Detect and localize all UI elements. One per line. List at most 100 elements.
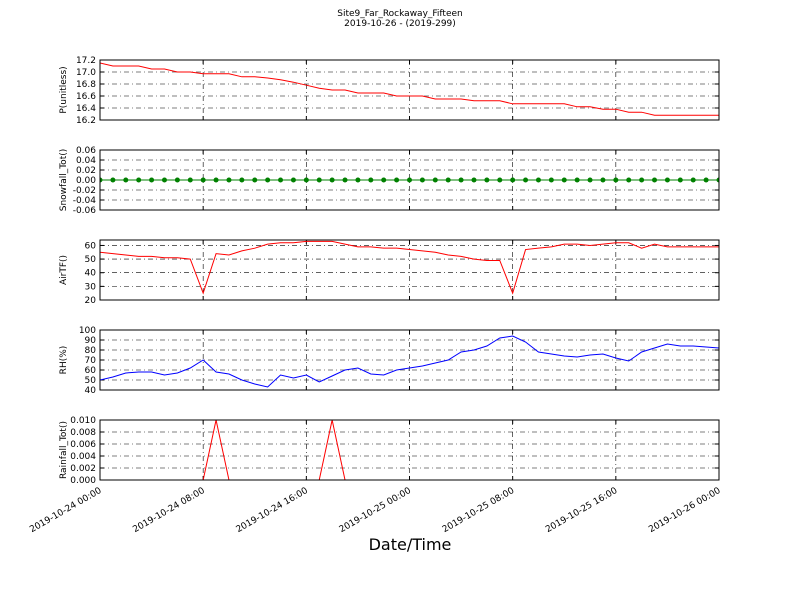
y-tick-label: 17.0 (76, 68, 96, 78)
y-tick-label: 90 (85, 336, 97, 346)
x-tick-label: 2019-10-25 16:00 (544, 486, 619, 535)
y-tick-label: 0.004 (70, 452, 96, 462)
y-tick-label: -0.06 (73, 206, 97, 216)
y-tick-label: 0.000 (70, 476, 96, 486)
y-tick-label: 0.04 (76, 156, 96, 166)
y-axis-label: RH(%) (59, 346, 69, 375)
data-point (652, 177, 658, 183)
y-tick-label: -0.02 (73, 186, 96, 196)
y-tick-label: 80 (85, 346, 97, 356)
data-point (278, 177, 284, 183)
y-tick-label: -0.04 (73, 196, 97, 206)
data-point (394, 177, 400, 183)
y-tick-label: 30 (85, 282, 97, 292)
data-point (355, 177, 361, 183)
data-line (100, 62, 719, 116)
y-tick-label: 0.00 (76, 176, 96, 186)
data-point (419, 177, 425, 183)
data-point (290, 177, 296, 183)
y-tick-label: 100 (79, 326, 96, 336)
y-tick-label: 0.002 (70, 464, 96, 474)
y-tick-label: 40 (85, 386, 97, 396)
y-tick-label: 17.2 (76, 56, 96, 66)
plot-frame (99, 419, 720, 481)
data-point (136, 177, 142, 183)
plot-frame (99, 149, 720, 211)
y-tick-label: 70 (85, 356, 97, 366)
y-tick-label: 16.8 (76, 80, 96, 90)
y-tick-label: 16.6 (76, 92, 96, 102)
plot-frame (99, 329, 720, 391)
data-point (664, 177, 670, 183)
y-tick-label: 20 (85, 296, 97, 306)
x-tick-label: 2019-10-25 00:00 (338, 486, 413, 535)
plot-frame (99, 59, 720, 121)
y-tick-label: 0.02 (76, 166, 96, 176)
data-point (523, 177, 529, 183)
y-tick-label: 60 (85, 241, 97, 251)
data-point (239, 177, 245, 183)
data-point (407, 177, 412, 183)
data-point (110, 177, 116, 183)
data-point (329, 177, 335, 183)
data-point (510, 177, 516, 183)
data-point (471, 177, 477, 183)
data-point (716, 177, 719, 183)
data-point (497, 177, 503, 183)
data-point (265, 177, 271, 183)
data-point (690, 177, 696, 183)
data-point (161, 177, 167, 183)
data-point (535, 177, 541, 183)
data-point (432, 177, 438, 183)
x-axis-label: Date/Time (369, 535, 452, 554)
data-line (100, 335, 719, 388)
data-point (187, 177, 193, 183)
y-axis-label: Snowfall_Tot() (59, 149, 69, 212)
x-tick-label: 2019-10-24 16:00 (235, 486, 310, 535)
data-point (561, 177, 567, 183)
x-tick-label: 2019-10-24 08:00 (131, 486, 206, 535)
y-axis-label: P(unitless) (59, 66, 69, 113)
data-point (100, 177, 103, 183)
data-point (458, 177, 464, 183)
data-point (213, 177, 219, 183)
data-point (445, 177, 451, 183)
data-point (149, 177, 155, 183)
data-point (200, 177, 206, 183)
y-tick-label: 0.010 (70, 416, 96, 426)
y-axis-label: AirTF() (59, 255, 69, 285)
data-point (174, 177, 180, 183)
data-point (381, 177, 387, 183)
data-point (342, 177, 348, 183)
data-point (548, 177, 554, 183)
data-point (613, 177, 619, 183)
plot-frame (99, 239, 720, 301)
data-point (626, 177, 632, 183)
data-point (368, 177, 374, 183)
y-tick-label: 0.008 (70, 428, 96, 438)
data-point (123, 177, 129, 183)
data-point (303, 177, 309, 183)
data-point (639, 177, 645, 183)
data-point (703, 177, 709, 183)
x-tick-label: 2019-10-26 00:00 (647, 486, 722, 535)
chart-subtitle: 2019-10-26 - (2019-299) (344, 19, 456, 29)
chart-title: Site9_Far_Rockaway_Fifteen (337, 9, 463, 19)
y-tick-label: 60 (85, 366, 97, 376)
y-tick-label: 50 (85, 255, 97, 265)
x-tick-label: 2019-10-24 00:00 (28, 486, 103, 535)
data-point (587, 177, 593, 183)
data-point (252, 177, 258, 183)
y-tick-label: 50 (85, 376, 97, 386)
x-tick-label: 2019-10-25 08:00 (441, 486, 516, 535)
y-axis-label: Rainfall_Tot() (59, 421, 69, 479)
data-point (677, 177, 683, 183)
y-tick-label: 0.06 (76, 146, 96, 156)
y-tick-label: 16.2 (76, 116, 96, 126)
data-point (574, 177, 580, 183)
data-point (226, 177, 232, 183)
data-line (100, 240, 719, 295)
y-tick-label: 0.006 (70, 440, 96, 450)
data-point (600, 177, 606, 183)
